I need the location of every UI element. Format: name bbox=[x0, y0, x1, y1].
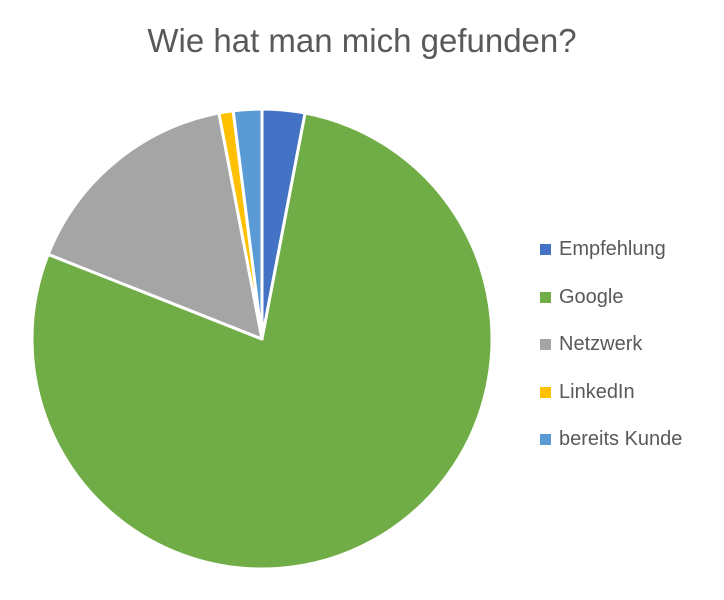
chart-title: Wie hat man mich gefunden? bbox=[147, 22, 577, 59]
legend-item-empfehlung: Empfehlung bbox=[540, 226, 682, 274]
pie-slice-netzwerk bbox=[46, 111, 264, 341]
legend-swatch bbox=[540, 339, 551, 351]
legend-item-google: Google bbox=[540, 274, 682, 322]
legend-label: Google bbox=[559, 285, 624, 308]
legend-item-linkedin: LinkedIn bbox=[540, 369, 682, 417]
legend-label: LinkedIn bbox=[559, 380, 635, 403]
legend-label: Netzwerk bbox=[559, 333, 643, 356]
legend-swatch bbox=[540, 291, 551, 303]
pie-slice-google bbox=[30, 111, 494, 571]
pie-slice-bereits-kunde bbox=[231, 107, 264, 341]
legend-swatch bbox=[540, 244, 551, 256]
legend-item-bereits-kunde: bereits Kunde bbox=[540, 416, 682, 464]
legend-label: Empfehlung bbox=[559, 238, 666, 261]
legend-swatch bbox=[540, 434, 551, 446]
legend-item-netzwerk: Netzwerk bbox=[540, 321, 682, 369]
legend-label: bereits Kunde bbox=[559, 428, 683, 451]
chart-legend: Empfehlung Google Netzwerk LinkedIn bereits … bbox=[540, 226, 682, 464]
legend-swatch bbox=[540, 386, 551, 398]
